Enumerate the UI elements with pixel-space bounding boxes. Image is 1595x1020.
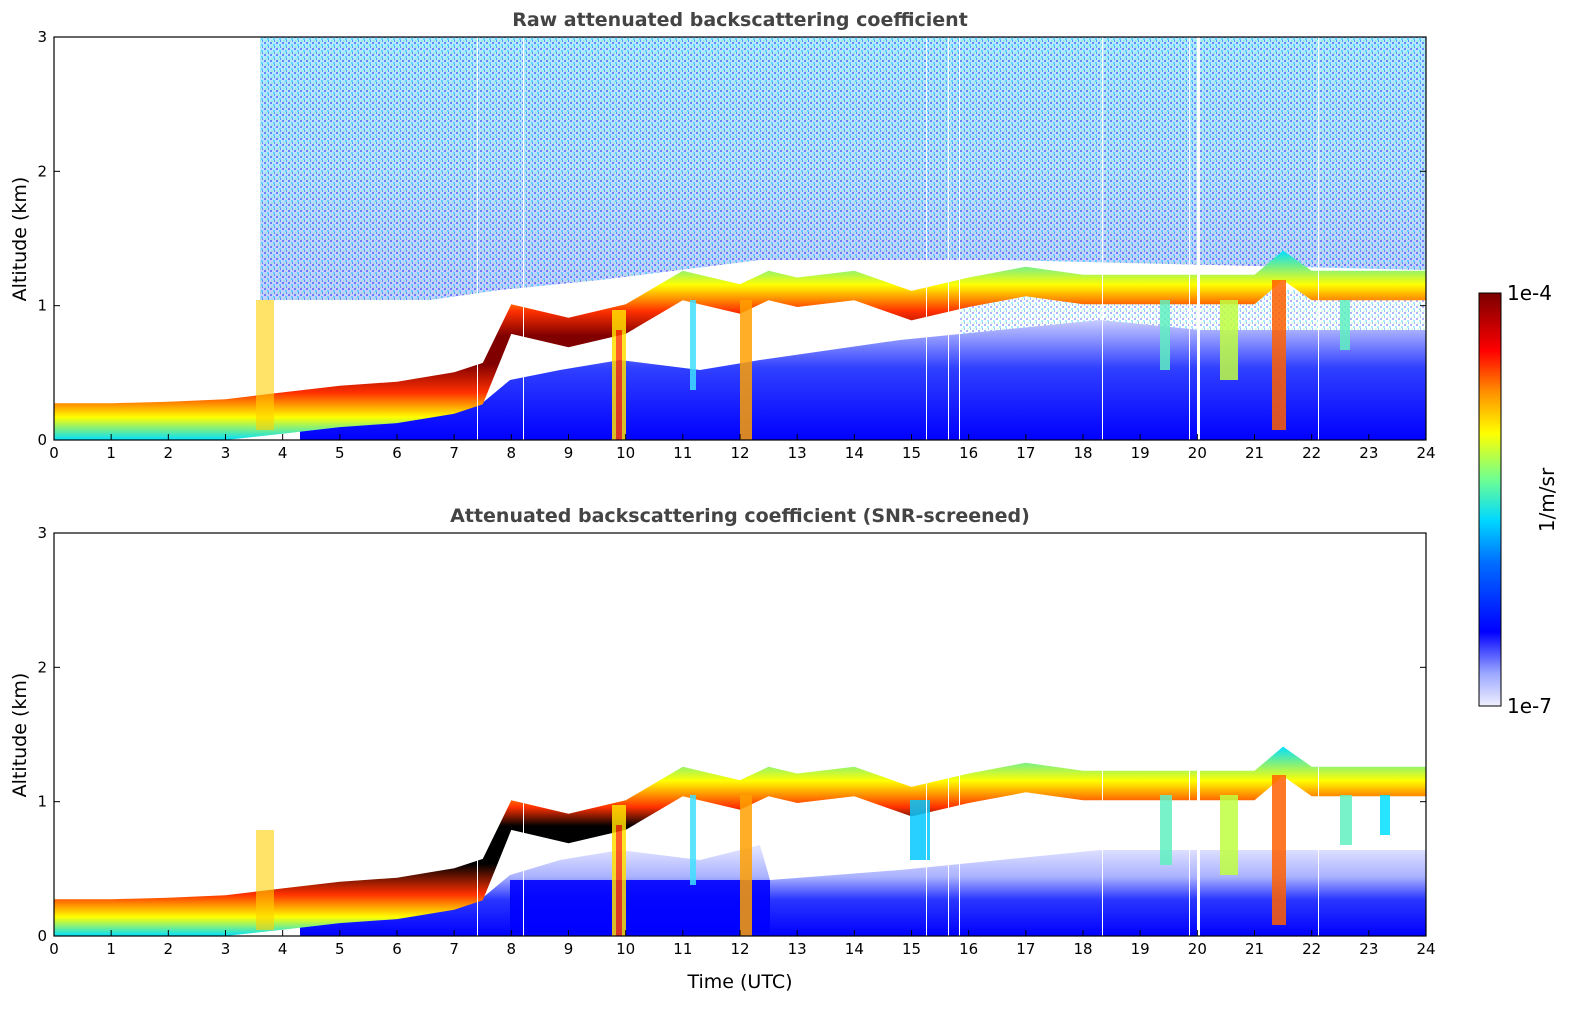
raw-data-gaps — [477, 37, 1319, 440]
screened-aerosol-dense — [510, 880, 770, 936]
raw-streaks — [256, 280, 1350, 440]
x-tick-label: 3 — [221, 444, 231, 462]
y-tick-label: 2 — [37, 658, 47, 676]
x-tick-label: 14 — [845, 940, 864, 958]
x-tick-label: 2 — [164, 940, 174, 958]
panel-raw-heatmap — [54, 37, 1426, 440]
colorbar-min-label: 1e-7 — [1507, 694, 1552, 718]
colorbar-unit-label: 1/m/sr — [1535, 467, 1559, 532]
x-tick-label: 3 — [221, 940, 231, 958]
x-tick-label: 1 — [106, 940, 116, 958]
x-tick-label: 4 — [278, 444, 288, 462]
x-tick-label: 18 — [1073, 444, 1092, 462]
colorbar: 1e-4 1e-7 1/m/sr — [1478, 281, 1559, 718]
x-tick-label: 9 — [564, 444, 574, 462]
x-tick-label: 22 — [1302, 444, 1321, 462]
x-tick-label: 20 — [1188, 940, 1207, 958]
x-tick-label: 10 — [616, 444, 635, 462]
x-tick-label: 11 — [673, 444, 692, 462]
raw-cloud-layer — [54, 250, 1426, 440]
y-tick-label: 1 — [37, 297, 47, 315]
screened-streaks — [256, 775, 1390, 936]
x-tick-label: 7 — [449, 444, 459, 462]
x-tick-label: 9 — [564, 940, 574, 958]
colorbar-max-label: 1e-4 — [1507, 281, 1552, 305]
x-tick-label: 18 — [1073, 940, 1092, 958]
y-tick-label: 2 — [37, 162, 47, 180]
x-tick-label: 22 — [1302, 940, 1321, 958]
panel-raw-axes: 0 1 2 3 4 5 6 7 8 9 10 11 12 13 14 15 16 17 18 19 20 21 22 23 24… — [37, 28, 1435, 462]
x-tick-label: 17 — [1016, 940, 1035, 958]
x-tick-label: 2 — [164, 444, 174, 462]
x-tick-label: 19 — [1131, 940, 1150, 958]
x-tick-label: 13 — [788, 940, 807, 958]
panel-raw: Raw attenuated backscattering coefficien… — [9, 9, 1436, 462]
y-tick-label: 0 — [37, 927, 47, 945]
x-tick-label: 16 — [959, 444, 978, 462]
x-tick-label: 15 — [902, 444, 921, 462]
x-tick-label: 24 — [1416, 444, 1435, 462]
x-tick-label: 8 — [507, 444, 517, 462]
screened-cloud-layer — [54, 746, 1426, 936]
panel-raw-title: Raw attenuated backscattering coefficien… — [512, 9, 968, 31]
screened-data-gaps — [477, 533, 1319, 936]
panel-screened-ylabel: Altitude (km) — [9, 673, 31, 798]
panel-screened-axes: 0 1 2 3 4 5 6 7 8 9 10 11 12 13 14 15 16 17 18 19 20 21 22 23 24… — [37, 524, 1435, 958]
x-tick-label: 20 — [1188, 444, 1207, 462]
x-tick-label: 0 — [49, 444, 59, 462]
y-tick-label: 3 — [37, 28, 47, 46]
x-tick-label: 21 — [1245, 444, 1264, 462]
x-tick-label: 11 — [673, 940, 692, 958]
panel-screened-xlabel: Time (UTC) — [686, 971, 792, 993]
y-tick-label: 1 — [37, 793, 47, 811]
x-tick-label: 12 — [730, 444, 749, 462]
x-tick-label: 0 — [49, 940, 59, 958]
x-tick-label: 5 — [335, 444, 345, 462]
y-tick-label: 0 — [37, 431, 47, 449]
x-tick-label: 16 — [959, 940, 978, 958]
x-tick-label: 21 — [1245, 940, 1264, 958]
x-tick-label: 23 — [1359, 940, 1378, 958]
panel-screened: Attenuated backscattering coefficient (S… — [9, 505, 1436, 993]
panel-screened-heatmap — [54, 533, 1426, 936]
x-tick-label: 8 — [507, 940, 517, 958]
x-tick-label: 7 — [449, 940, 459, 958]
x-tick-label: 14 — [845, 444, 864, 462]
x-tick-label: 13 — [788, 444, 807, 462]
x-tick-label: 6 — [392, 940, 402, 958]
x-tick-label: 15 — [902, 940, 921, 958]
panel-raw-ylabel: Altitude (km) — [9, 177, 31, 302]
raw-noise-speckle — [260, 37, 1426, 300]
x-tick-label: 6 — [392, 444, 402, 462]
x-tick-label: 5 — [335, 940, 345, 958]
x-tick-label: 24 — [1416, 940, 1435, 958]
colorbar-gradient — [1478, 292, 1502, 707]
x-tick-label: 12 — [730, 940, 749, 958]
x-tick-label: 10 — [616, 940, 635, 958]
y-tick-label: 3 — [37, 524, 47, 542]
raw-boundary-layer — [300, 320, 1426, 440]
x-tick-label: 1 — [106, 444, 116, 462]
x-tick-label: 19 — [1131, 444, 1150, 462]
x-tick-label: 17 — [1016, 444, 1035, 462]
x-tick-label: 4 — [278, 940, 288, 958]
x-tick-label: 23 — [1359, 444, 1378, 462]
panel-screened-title: Attenuated backscattering coefficient (S… — [450, 505, 1030, 527]
